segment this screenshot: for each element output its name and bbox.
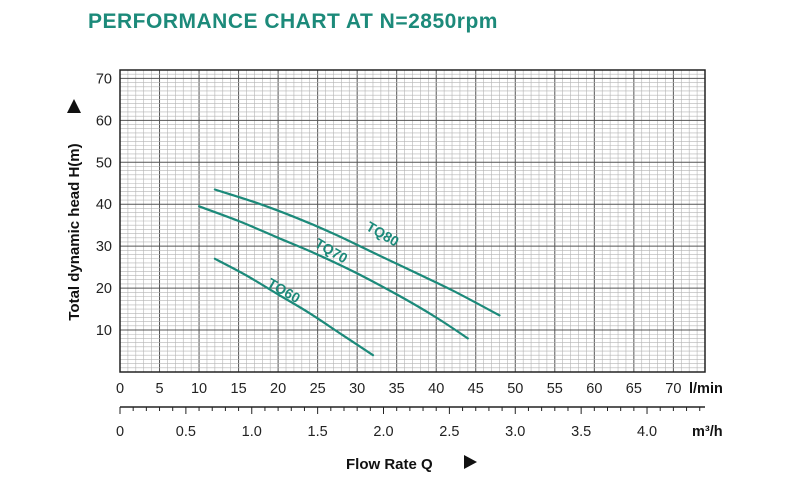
x-tick-label: 25: [310, 381, 326, 397]
y-tick-label: 10: [96, 323, 112, 339]
x2-tick-label: 1.5: [308, 424, 328, 440]
x2-tick-label: 0.5: [176, 424, 196, 440]
x-tick-label: 60: [586, 381, 602, 397]
x-tick-label: 15: [231, 381, 247, 397]
x2-unit-label: m³/h: [692, 424, 723, 440]
x2-tick-label: 2.5: [439, 424, 459, 440]
x-tick-label: 55: [547, 381, 563, 397]
y-tick-label: 20: [96, 281, 112, 297]
x-tick-label: 40: [428, 381, 444, 397]
x2-tick-label: 3.5: [571, 424, 591, 440]
curves: [198, 188, 501, 357]
y-axis-title: Total dynamic head H(m): [66, 143, 83, 320]
x-axis-title: Flow Rate Q: [346, 456, 433, 473]
x-unit-label: l/min: [689, 381, 723, 397]
curve-tq70: [198, 205, 469, 340]
x2-tick-label: 0: [116, 424, 124, 440]
y-tick-label: 50: [96, 155, 112, 171]
y-tick-label: 60: [96, 113, 112, 129]
curve-tq80: [213, 188, 501, 317]
x2-tick-label: 4.0: [637, 424, 657, 440]
y-tick-label: 40: [96, 197, 112, 213]
x-tick-label: 70: [665, 381, 681, 397]
plot-frame: [119, 69, 706, 373]
x-axis-arrow-icon: [464, 455, 477, 469]
x2-tick-label: 2.0: [373, 424, 393, 440]
x-tick-label: 30: [349, 381, 365, 397]
labels: 10 20 30 40 50 60 70 0 5 10 15 20 25 30 35 40 45 50 55 60 65…: [66, 71, 723, 473]
x-tick-label: 65: [626, 381, 642, 397]
x-tick-label: 20: [270, 381, 286, 397]
y-tick-label: 30: [96, 239, 112, 255]
x-tick-label: 50: [507, 381, 523, 397]
x-tick-label: 35: [389, 381, 405, 397]
x-tick-label: 10: [191, 381, 207, 397]
y-tick-label: 70: [96, 71, 112, 87]
x2-tick-label: 1.0: [242, 424, 262, 440]
x-tick-label: 0: [116, 381, 124, 397]
x2-tick-label: 3.0: [505, 424, 525, 440]
x-tick-label: 5: [155, 381, 163, 397]
x-tick-label: 45: [468, 381, 484, 397]
grid: [119, 69, 706, 373]
y-axis-arrow-icon: [67, 99, 81, 113]
chart-title: PERFORMANCE CHART AT N=2850rpm: [88, 10, 498, 33]
curve-tq60: [213, 257, 375, 357]
